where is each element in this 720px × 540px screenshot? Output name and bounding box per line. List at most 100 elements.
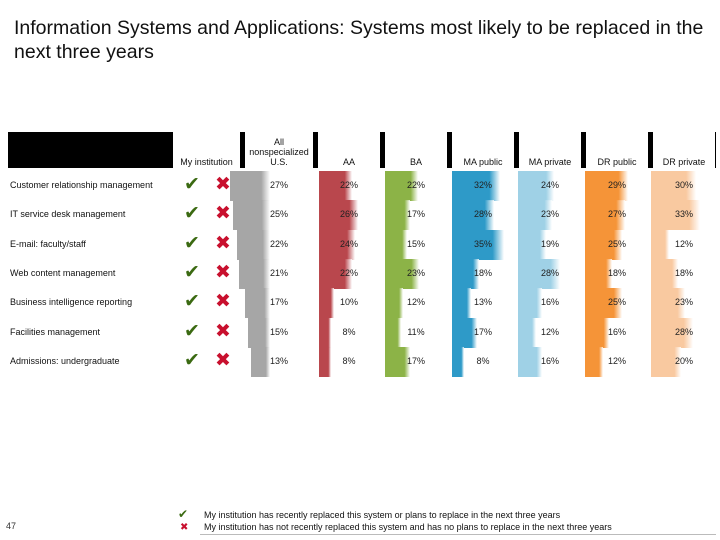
bar-dr-private [651, 171, 696, 201]
data-label: 13% [473, 297, 492, 308]
data-label: 12% [406, 297, 425, 308]
cross-icon: ✖ [215, 291, 231, 313]
bar-dr-private [651, 200, 700, 231]
bar-ma-private [518, 229, 546, 260]
bar-dr-public [585, 171, 628, 201]
bar-ma-private [518, 171, 554, 201]
check-icon: ✔ [184, 291, 200, 313]
cross-icon: ✖ [215, 174, 231, 195]
data-label: 15% [406, 238, 425, 249]
bar-ma-public [452, 200, 494, 231]
data-label: 12% [607, 355, 626, 366]
header-ba: BA [385, 132, 447, 168]
data-label: 18% [607, 267, 626, 278]
bar-ba [385, 317, 401, 348]
bar-dr-public [585, 288, 622, 319]
data-label: 21% [269, 267, 288, 278]
table-row: E-mail: faculty/staff ✔ ✖ 22% 24% 15% 35% 19% 25… [8, 229, 716, 260]
bar-ba [385, 171, 418, 201]
bar-ma-public [452, 258, 479, 289]
data-label: 8% [342, 326, 356, 337]
data-label: 10% [339, 297, 358, 308]
bar-dr-private [651, 258, 678, 289]
check-icon: ✔ [184, 261, 200, 283]
table-row: Business intelligence reporting ✔ ✖ 17% 10% 1… [8, 287, 716, 319]
cross-icon: ✖ [215, 320, 231, 342]
data-label: 18% [473, 267, 492, 278]
data-label: 8% [342, 355, 356, 366]
data-label: 24% [339, 238, 358, 249]
data-label: 11% [407, 326, 425, 337]
bar-ma-private [518, 346, 542, 377]
cross-icon: ✖ [215, 261, 231, 283]
legend-item-not-replaced: ✖ My institution has not recently replac… [176, 521, 716, 533]
bar-dr-public [585, 200, 625, 231]
cross-icon: ✖ [215, 232, 231, 254]
data-label: 23% [674, 297, 693, 308]
data-label: 27% [607, 209, 626, 220]
bar-ba [385, 229, 407, 260]
data-label: 17% [473, 326, 492, 337]
header-ma-private: MA private [519, 132, 581, 168]
bar-aa [319, 229, 355, 260]
bar-ba [385, 200, 410, 231]
bar-ma-private [518, 258, 560, 289]
bar-ba [385, 258, 419, 289]
bar-ma-public [452, 171, 500, 201]
row-label: Customer relationship management [10, 180, 153, 190]
row-label: IT service desk management [10, 209, 126, 220]
bar-aa [319, 171, 352, 201]
header-all-us: All nonspecialized U.S. [245, 132, 313, 168]
data-label: 25% [269, 209, 288, 220]
bar-dr-private [651, 346, 681, 377]
row-label: Business intelligence reporting [10, 297, 133, 308]
bar-all-us [251, 346, 270, 377]
table-row: Customer relationship management ✔ ✖ 27% 22%… [8, 170, 716, 201]
table-row: IT service desk management ✔ ✖ 25% 26% 17% 28%… [8, 199, 716, 231]
check-icon: ✔ [184, 320, 200, 342]
data-label: 29% [607, 180, 626, 190]
data-label: 22% [269, 238, 288, 249]
bar-ma-public [452, 346, 464, 377]
data-label: 8% [476, 355, 490, 366]
bar-dr-public [585, 258, 612, 289]
data-label: 16% [540, 355, 559, 366]
data-label: 17% [406, 209, 425, 220]
legend-divider [200, 534, 716, 535]
bar-ma-private [518, 317, 536, 348]
bar-aa [319, 346, 331, 377]
data-label: 28% [540, 267, 559, 278]
bar-all-us [233, 200, 270, 231]
data-label: 22% [406, 180, 425, 190]
cross-icon: ✖ [215, 349, 231, 371]
data-label: 24% [540, 180, 559, 190]
bar-aa [319, 317, 331, 348]
legend: ✔ My institution has recently replaced t… [176, 508, 716, 535]
header-dr-public: DR public [586, 132, 648, 168]
legend-text-not-replaced: My institution has not recently replaced… [204, 522, 612, 532]
row-label: Admissions: undergraduate [10, 355, 120, 366]
check-icon: ✔ [184, 349, 200, 371]
bar-ba [385, 288, 403, 319]
table-header: My institution All nonspecialized U.S. AA B… [8, 132, 716, 168]
bar-all-us [248, 317, 270, 348]
data-label: 17% [269, 297, 288, 308]
table-row: Facilities management ✔ ✖ 15% 8% 11% 17% 12% 16%… [8, 317, 716, 348]
data-label: 25% [607, 238, 626, 249]
data-label: 15% [269, 326, 288, 337]
bar-all-us [245, 288, 270, 319]
header-dr-private: DR private [653, 132, 715, 168]
check-icon: ✔ [184, 174, 200, 195]
bar-dr-public [585, 229, 622, 260]
header-ma-public: MA public [452, 132, 514, 168]
bar-dr-private [651, 317, 693, 348]
data-label: 30% [674, 180, 693, 190]
data-label: 12% [674, 238, 693, 249]
check-icon: ✔ [184, 232, 200, 254]
data-label: 23% [406, 267, 425, 278]
bar-all-us [237, 229, 270, 260]
table-row: Admissions: undergraduate ✔ ✖ 13% 8% 17% 8% 16%… [8, 346, 716, 377]
page-number: 47 [6, 521, 17, 531]
header-aa: AA [318, 132, 380, 168]
table-row: Web content management ✔ ✖ 21% 22% 23% 18% 28% 1… [8, 258, 716, 289]
